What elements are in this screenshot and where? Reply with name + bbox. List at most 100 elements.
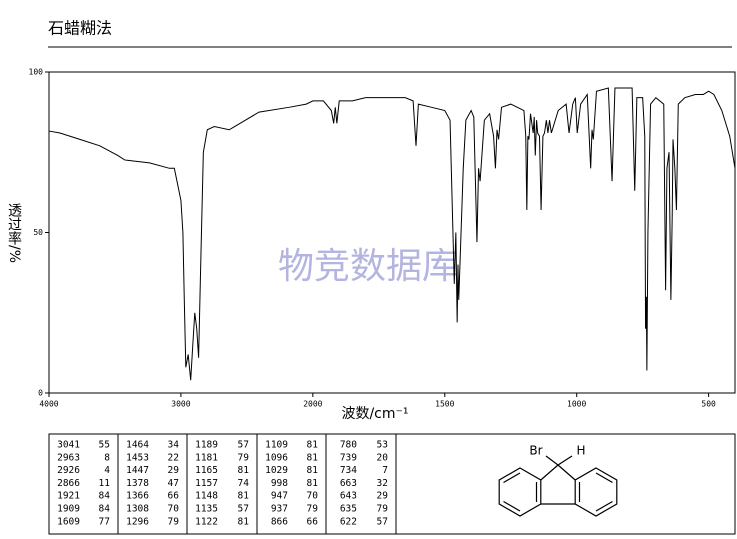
title: 石蜡糊法 [48,19,112,38]
plot-frame [48,71,736,394]
table-cell: 47 [168,478,179,489]
table-cell: 1378 [126,478,149,489]
double-bond [595,472,613,484]
table-cell: 70 [307,491,319,502]
y-tick-label: 0 [38,389,43,398]
x-tick-label: 1500 [435,400,454,409]
table-cell: 1122 [195,516,218,527]
table-cell: 1189 [195,440,218,451]
table-cell: 1029 [265,465,288,476]
double-bond [595,500,613,512]
table-cell: 57 [238,504,249,515]
table-cell: 998 [271,478,288,489]
table-dividers [117,434,397,534]
table-cell: 11 [99,478,111,489]
table-cell: 663 [340,478,357,489]
table-cell: 3041 [57,440,80,451]
atom-label: Br [529,444,542,458]
table-cell: 77 [99,516,110,527]
x-axis-label: 波数/cm⁻¹ [341,406,408,422]
table-cell: 643 [340,491,357,502]
table-cell: 1453 [126,452,149,463]
table-cell: 866 [271,516,288,527]
table-cell: 81 [307,478,319,489]
table-cell: 780 [340,440,357,451]
table-cell: 20 [377,452,389,463]
table-cell: 1135 [195,504,218,515]
table-cell: 8 [104,452,110,463]
table-cell: 74 [238,478,250,489]
table-cell: 81 [307,440,319,451]
table-cell: 53 [377,440,388,451]
table-cell: 1157 [195,478,218,489]
atom-label: H [576,444,585,458]
ring [574,467,618,517]
x-tick-label: 1000 [567,400,586,409]
double-bond [503,472,521,484]
table-cell: 29 [168,465,180,476]
table-cell: 81 [238,491,250,502]
table-cell: 7 [382,465,388,476]
table-cell: 57 [238,440,249,451]
table-cell: 84 [99,491,111,502]
table-cell: 4 [104,465,110,476]
table-cell: 1921 [57,491,80,502]
ring [498,467,542,517]
bond [545,455,559,466]
x-tick-label: 2000 [303,400,322,409]
table-cell: 70 [168,504,180,515]
table-cell: 22 [168,452,179,463]
table-cell: 81 [307,465,319,476]
y-axis-label: 透过率/% [6,203,22,263]
table-cell: 81 [238,465,250,476]
table-cell: 57 [377,516,388,527]
y-tick-label: 100 [29,68,44,77]
y-tick-label: 50 [33,228,43,237]
table-cell: 947 [271,491,288,502]
table-frame [48,433,736,535]
table-cell: 55 [99,440,110,451]
x-tick-label: 4000 [39,400,58,409]
table-cell: 81 [307,452,319,463]
table-cell: 1181 [195,452,218,463]
table-cell: 1109 [265,440,288,451]
table-cell: 1148 [195,491,218,502]
x-tick-label: 500 [701,400,716,409]
table-cell: 739 [340,452,357,463]
table-cell: 79 [377,504,389,515]
table-cell: 79 [168,516,180,527]
bond [540,464,559,481]
table-cell: 1447 [126,465,149,476]
table-cell: 1308 [126,504,149,515]
table-cell: 1165 [195,465,218,476]
table-cell: 937 [271,504,288,515]
double-bond [503,500,521,512]
table-cell: 1464 [126,440,149,451]
table-cell: 66 [168,491,180,502]
table-cell: 1609 [57,516,80,527]
table-cell: 635 [340,504,357,515]
table-cell: 81 [238,516,250,527]
table-cell: 66 [307,516,319,527]
table-cell: 1909 [57,504,80,515]
table-cell: 734 [340,465,357,476]
table-cell: 622 [340,516,357,527]
table-cell: 79 [307,504,319,515]
x-tick-label: 3000 [171,400,190,409]
spectrum-line [48,87,736,381]
bond [557,455,573,466]
table-cell: 29 [377,491,389,502]
table-cell: 79 [238,452,250,463]
table-cell: 34 [168,440,180,451]
table-cell: 1296 [126,516,149,527]
table-cell: 2963 [57,452,80,463]
table-cell: 84 [99,504,111,515]
table-cell: 1096 [265,452,288,463]
structure [498,455,618,517]
table-cell: 2926 [57,465,80,476]
table-cell: 2866 [57,478,80,489]
bond [557,464,576,481]
watermark: 物竞数据库 [278,246,458,287]
table-cell: 1366 [126,491,149,502]
